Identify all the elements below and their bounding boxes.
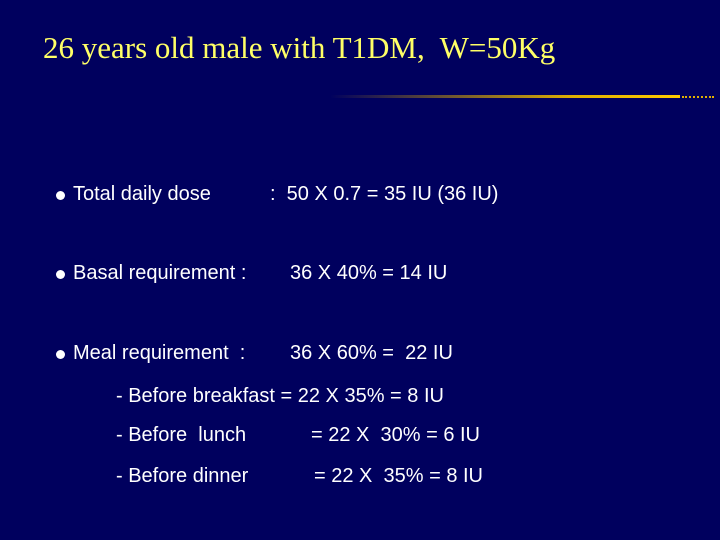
bullet-detail: : 50 X 0.7 = 35 IU (36 IU) (270, 183, 499, 205)
sub-item-detail: = 22 X 35% = 8 IU (314, 465, 483, 487)
bullet-label: Meal requirement : (73, 342, 246, 364)
bullet-detail: 36 X 40% = 14 IU (290, 262, 448, 284)
title-rule (330, 95, 680, 98)
sub-item-label: - Before dinner (116, 465, 249, 487)
sub-item-label: - Before lunch (116, 424, 247, 446)
bullet-dot (56, 350, 65, 359)
title-dots (682, 96, 714, 98)
sub-item: - Before breakfast = 22 X 35% = 8 IU (116, 385, 444, 407)
bullet-label: Total daily dose (73, 183, 211, 205)
bullet-dot (56, 191, 65, 200)
bullet-dot (56, 270, 65, 279)
bullet-label: Basal requirement : (73, 262, 247, 284)
sub-item-detail: = 22 X 30% = 6 IU (311, 424, 480, 446)
bullet-detail: 36 X 60% = 22 IU (290, 342, 453, 364)
slide-title: 26 years old male with T1DM, W=50Kg (43, 30, 556, 65)
